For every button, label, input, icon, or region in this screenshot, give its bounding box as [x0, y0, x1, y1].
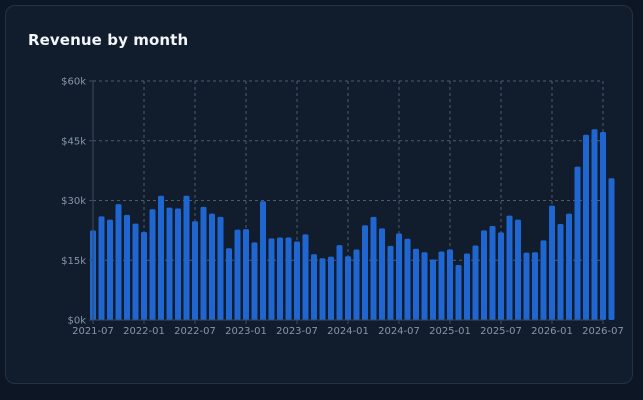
bar-2023-01	[243, 229, 249, 320]
bar-2024-09	[413, 248, 419, 320]
x-tick-label: 2023-07	[276, 326, 318, 337]
bar-2022-07	[192, 221, 198, 320]
bar-2025-01	[447, 249, 453, 320]
chart-title: Revenue by month	[28, 31, 189, 49]
bar-series	[90, 129, 615, 320]
bar-2023-02	[251, 242, 258, 320]
bar-2025-04	[472, 245, 479, 320]
y-tick-label: $60k	[61, 77, 86, 88]
bar-2022-06	[183, 195, 190, 320]
bar-2022-08	[200, 206, 207, 320]
bar-2022-04	[166, 207, 173, 320]
bar-2024-07	[396, 233, 402, 320]
bar-2021-11	[124, 214, 130, 320]
bar-2024-10	[421, 252, 428, 320]
x-tick-label: 2023-01	[225, 326, 267, 337]
bar-2024-03	[362, 225, 368, 320]
bar-2023-07	[294, 241, 300, 320]
bar-2025-12	[540, 240, 547, 320]
axes	[89, 80, 604, 324]
bar-2025-05	[481, 230, 487, 320]
bar-2021-10	[115, 204, 122, 320]
bar-2024-02	[353, 249, 360, 320]
bar-2024-12	[438, 251, 445, 320]
bar-2024-05	[379, 228, 385, 320]
x-tick-label: 2026-07	[582, 326, 624, 337]
bar-2023-12	[336, 245, 343, 320]
bar-2022-12	[234, 229, 241, 320]
bar-2025-07	[498, 232, 504, 320]
bar-2023-06	[285, 237, 292, 320]
bar-2025-09	[515, 219, 521, 320]
y-tick-label: $45k	[61, 136, 86, 147]
x-tick-label: 2021-07	[72, 326, 114, 337]
bar-2022-03	[158, 195, 164, 320]
bar-2023-10	[319, 258, 326, 320]
bar-2021-09	[107, 219, 113, 320]
bar-2021-12	[132, 223, 139, 320]
bar-2025-08	[506, 215, 513, 320]
bar-2023-08	[302, 234, 309, 320]
x-tick-label: 2026-01	[531, 326, 573, 337]
x-tick-label: 2024-01	[327, 326, 369, 337]
bar-2026-05	[583, 134, 589, 320]
y-tick-label: $15k	[61, 256, 86, 267]
bar-2024-06	[387, 245, 394, 320]
bar-2026-06	[591, 129, 598, 320]
bar-2025-03	[464, 253, 470, 320]
bar-2026-02	[557, 224, 564, 320]
x-tick-label: 2025-01	[429, 326, 471, 337]
bar-2022-10	[217, 216, 224, 320]
bar-2024-04	[370, 216, 377, 320]
bar-2022-05	[175, 208, 181, 320]
bar-2024-11	[430, 259, 436, 320]
bar-2022-11	[226, 248, 232, 320]
x-tick-label: 2022-01	[123, 326, 165, 337]
bar-2022-02	[149, 209, 156, 320]
bar-2025-02	[455, 265, 462, 320]
bar-2022-09	[209, 213, 215, 320]
y-tick-label: $30k	[61, 196, 86, 207]
bar-2026-08	[608, 178, 615, 320]
bar-2024-08	[404, 238, 411, 320]
bar-2026-07	[600, 131, 606, 320]
bar-2025-11	[532, 252, 538, 320]
bar-2023-04	[268, 238, 275, 320]
y-tick-label: $0k	[67, 316, 86, 327]
chart-card: Revenue by month	[5, 5, 633, 384]
bar-2025-10	[523, 252, 530, 320]
bar-2021-08	[98, 216, 105, 320]
bar-2026-01	[549, 205, 555, 320]
x-tick-label: 2024-07	[378, 326, 420, 337]
bar-2025-06	[489, 225, 496, 320]
bar-2023-05	[277, 237, 283, 320]
bar-2023-09	[311, 254, 317, 320]
bar-2023-11	[328, 256, 334, 320]
x-tick-label: 2025-07	[480, 326, 522, 337]
bar-2024-01	[345, 256, 351, 320]
bar-2026-04	[574, 166, 581, 320]
bar-2022-01	[141, 231, 147, 320]
tick-labels: $0k $15k $30k $45k $60k 2021-07 2022-01 2022-07…	[61, 77, 624, 338]
bar-2026-03	[566, 213, 572, 320]
bar-2023-03	[260, 201, 266, 320]
x-tick-label: 2022-07	[174, 326, 216, 337]
